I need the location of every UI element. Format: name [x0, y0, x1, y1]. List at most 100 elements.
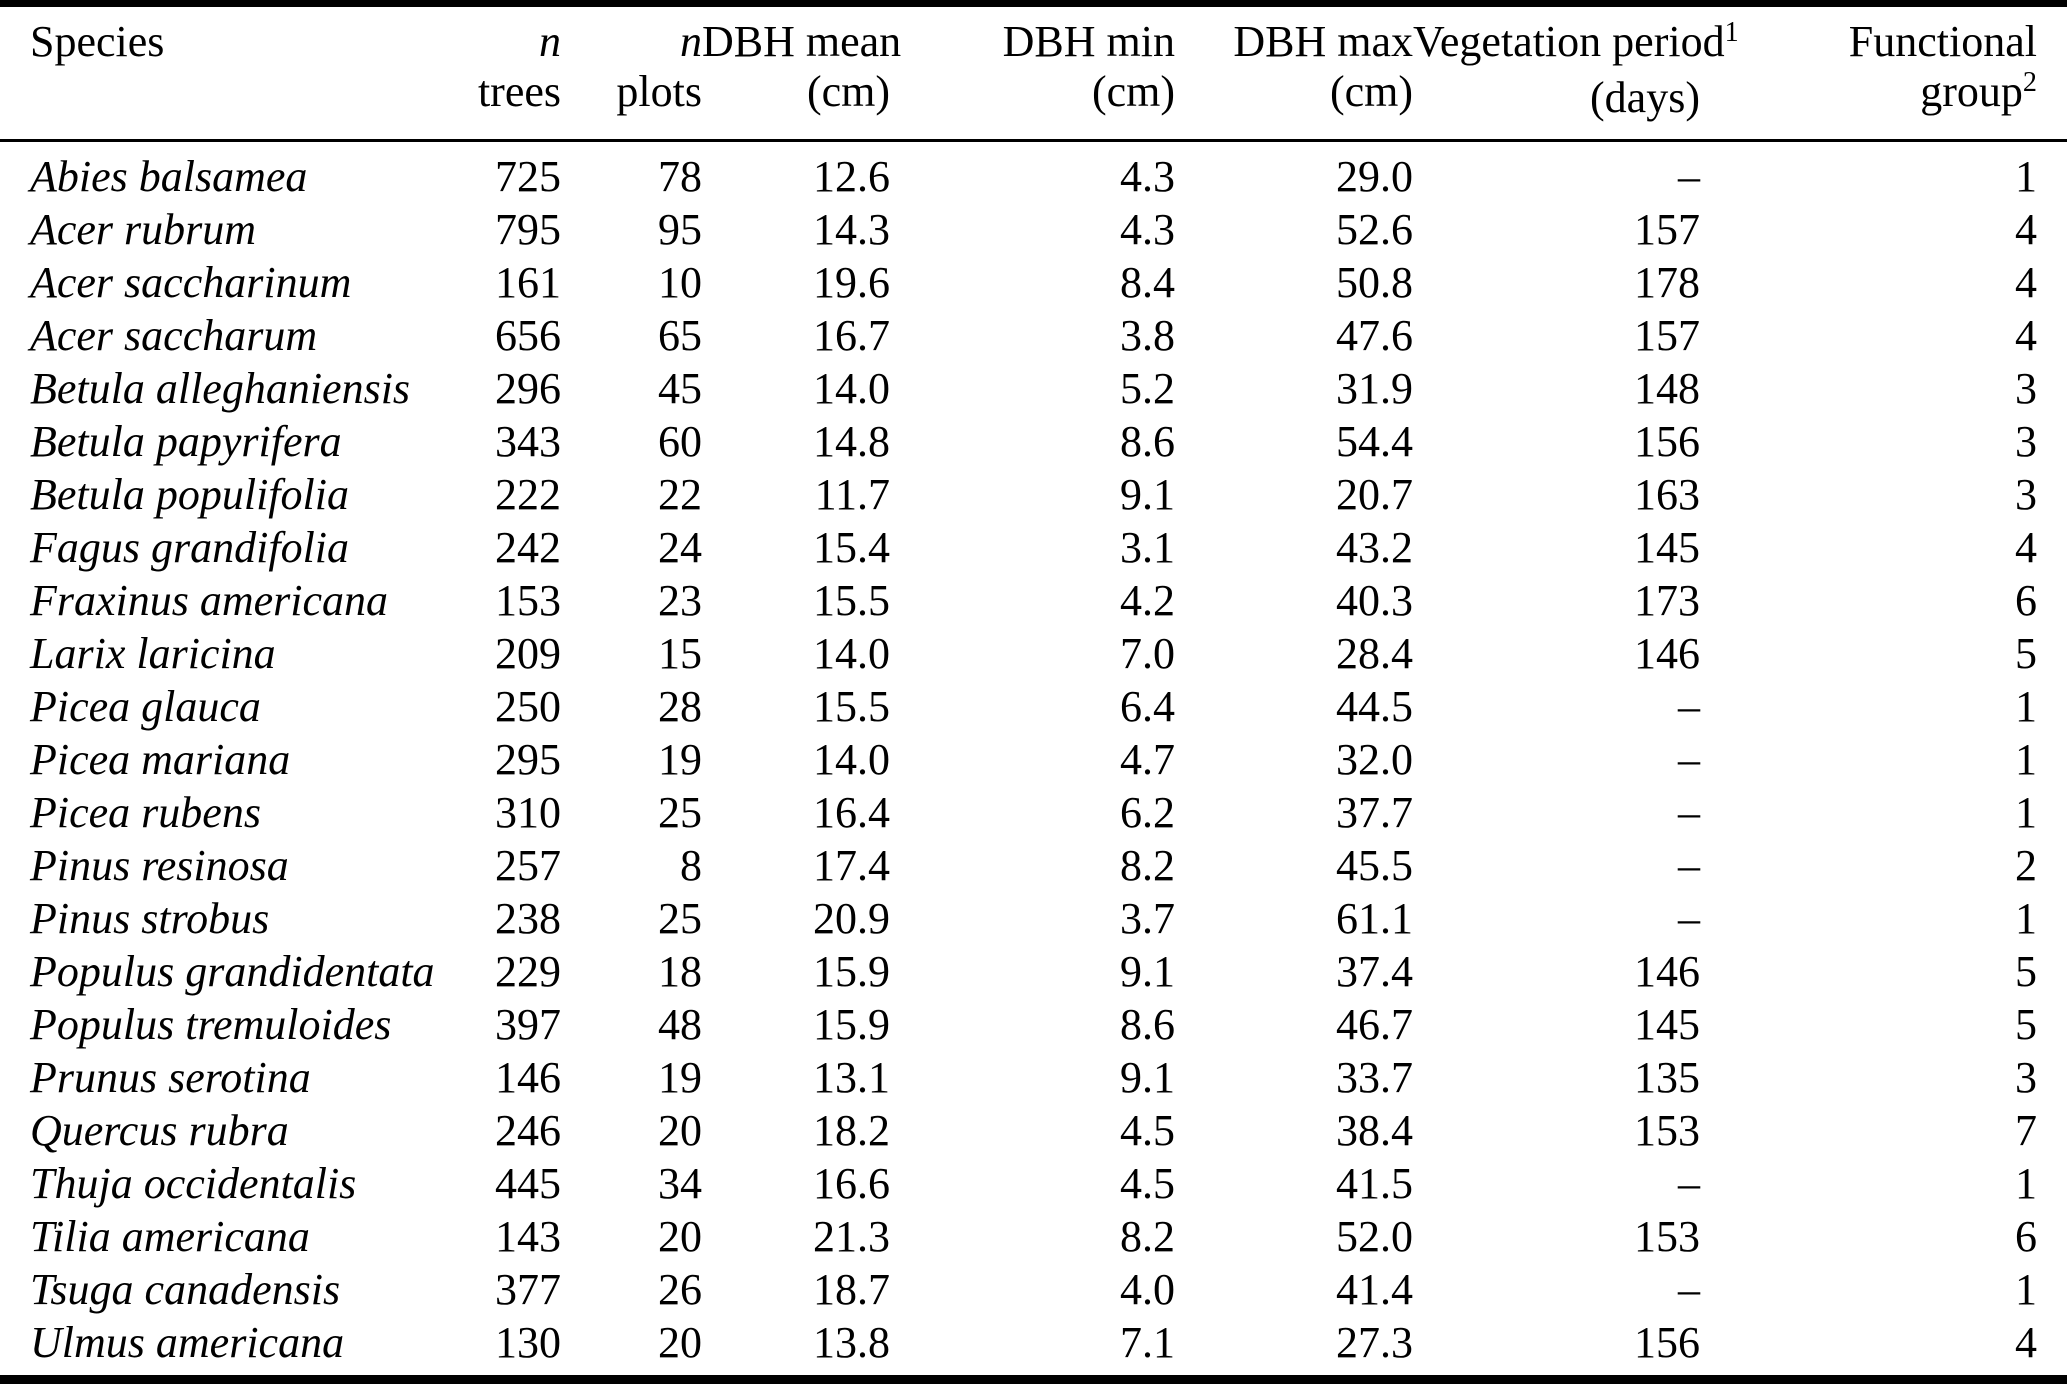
cell-func-group: 1: [2015, 1265, 2037, 1314]
cell-func-group: 4: [2015, 523, 2037, 572]
cell-n-plots: 25: [658, 894, 702, 943]
cell-veg-period: 157: [1634, 311, 1700, 360]
cell-n-plots: 34: [658, 1159, 702, 1208]
table-row: Prunus serotina 146 19 13.1 9.1 33.7 135 3: [0, 1051, 2067, 1104]
species-name: Acer rubrum: [30, 205, 257, 254]
species-name: Ulmus americana: [30, 1318, 345, 1367]
footnote-marker: 2: [2022, 66, 2037, 98]
cell-dbh-mean: 19.6: [813, 258, 890, 307]
cell-veg-period: –: [1678, 735, 1700, 784]
table-row: Acer saccharum 656 65 16.7 3.8 47.6 157 4: [0, 309, 2067, 362]
cell-func-group: 3: [2015, 364, 2037, 413]
cell-dbh-mean: 15.9: [813, 947, 890, 996]
table-row: Larix laricina 209 15 14.0 7.0 28.4 146 5: [0, 627, 2067, 680]
cell-n-trees: 296: [495, 364, 561, 413]
table-row: Fraxinus americana 153 23 15.5 4.2 40.3 173 6: [0, 574, 2067, 627]
col-header-veg-period: Vegetation period1 (days): [1413, 4, 1739, 141]
cell-dbh-min: 7.0: [1120, 629, 1175, 678]
cell-dbh-min: 8.2: [1120, 1212, 1175, 1261]
cell-dbh-min: 8.6: [1120, 417, 1175, 466]
species-name: Picea mariana: [30, 735, 291, 784]
cell-dbh-max: 52.6: [1336, 205, 1413, 254]
header-row: Species n trees n plots DBH mean (cm) DBH min (c…: [0, 4, 2067, 141]
cell-n-plots: 19: [658, 1053, 702, 1102]
col-header-n-plots: n plots: [561, 4, 702, 141]
col-header-line2: trees: [477, 67, 561, 116]
cell-veg-period: –: [1678, 682, 1700, 731]
cell-veg-period: 156: [1634, 417, 1700, 466]
col-header-line2: (days): [1590, 73, 1700, 122]
col-header-line1: Vegetation period: [1413, 17, 1725, 66]
cell-func-group: 3: [2015, 1053, 2037, 1102]
cell-veg-period: –: [1678, 1159, 1700, 1208]
cell-func-group: 6: [2015, 1212, 2037, 1261]
cell-dbh-max: 32.0: [1336, 735, 1413, 784]
species-name: Betula alleghaniensis: [30, 364, 411, 413]
cell-n-trees: 130: [495, 1318, 561, 1367]
cell-veg-period: 146: [1634, 947, 1700, 996]
cell-dbh-max: 20.7: [1336, 470, 1413, 519]
cell-n-trees: 242: [495, 523, 561, 572]
cell-n-trees: 343: [495, 417, 561, 466]
cell-func-group: 2: [2015, 841, 2037, 890]
cell-n-plots: 8: [680, 841, 702, 890]
species-name: Betula papyrifera: [30, 417, 342, 466]
cell-n-plots: 24: [658, 523, 702, 572]
cell-dbh-min: 4.2: [1120, 576, 1175, 625]
cell-n-trees: 238: [495, 894, 561, 943]
cell-dbh-min: 6.2: [1120, 788, 1175, 837]
cell-dbh-max: 61.1: [1336, 894, 1413, 943]
cell-n-plots: 28: [658, 682, 702, 731]
cell-func-group: 1: [2015, 152, 2037, 201]
cell-func-group: 3: [2015, 417, 2037, 466]
species-name: Abies balsamea: [30, 152, 308, 201]
cell-n-plots: 78: [658, 152, 702, 201]
table-row: Picea glauca 250 28 15.5 6.4 44.5 – 1: [0, 680, 2067, 733]
cell-n-plots: 20: [658, 1212, 702, 1261]
cell-func-group: 5: [2015, 629, 2037, 678]
cell-dbh-max: 27.3: [1336, 1318, 1413, 1367]
cell-dbh-max: 45.5: [1336, 841, 1413, 890]
cell-dbh-mean: 18.2: [813, 1106, 890, 1155]
cell-veg-period: 135: [1634, 1053, 1700, 1102]
species-name: Prunus serotina: [30, 1053, 311, 1102]
cell-dbh-max: 41.5: [1336, 1159, 1413, 1208]
footnote-marker: 1: [1724, 16, 1739, 48]
cell-dbh-mean: 16.7: [813, 311, 890, 360]
cell-dbh-min: 3.1: [1120, 523, 1175, 572]
cell-dbh-min: 8.2: [1120, 841, 1175, 890]
cell-func-group: 4: [2015, 205, 2037, 254]
col-header-line1: Species: [30, 17, 165, 66]
cell-dbh-min: 4.5: [1120, 1106, 1175, 1155]
cell-veg-period: 157: [1634, 205, 1700, 254]
cell-n-trees: 377: [495, 1265, 561, 1314]
cell-n-plots: 20: [658, 1318, 702, 1367]
cell-veg-period: 163: [1634, 470, 1700, 519]
species-name: Betula populifolia: [30, 470, 349, 519]
cell-dbh-min: 6.4: [1120, 682, 1175, 731]
species-name: Pinus resinosa: [30, 841, 289, 890]
cell-func-group: 4: [2015, 258, 2037, 307]
col-header-dbh-mean: DBH mean (cm): [702, 4, 901, 141]
cell-dbh-mean: 15.4: [813, 523, 890, 572]
cell-func-group: 3: [2015, 470, 2037, 519]
cell-dbh-min: 4.5: [1120, 1159, 1175, 1208]
cell-veg-period: 145: [1634, 523, 1700, 572]
cell-veg-period: 156: [1634, 1318, 1700, 1367]
table-row: Populus tremuloides 397 48 15.9 8.6 46.7 145 5: [0, 998, 2067, 1051]
cell-n-trees: 725: [495, 152, 561, 201]
col-header-line2: group: [1920, 67, 2023, 116]
cell-dbh-mean: 17.4: [813, 841, 890, 890]
cell-dbh-mean: 15.5: [813, 682, 890, 731]
species-name: Acer saccharum: [30, 311, 318, 360]
cell-n-plots: 23: [658, 576, 702, 625]
cell-dbh-mean: 14.0: [813, 629, 890, 678]
cell-n-trees: 229: [495, 947, 561, 996]
cell-dbh-min: 3.7: [1120, 894, 1175, 943]
cell-func-group: 1: [2015, 735, 2037, 784]
table-row: Quercus rubra 246 20 18.2 4.5 38.4 153 7: [0, 1104, 2067, 1157]
cell-dbh-mean: 15.5: [813, 576, 890, 625]
col-header-dbh-min: DBH min (cm): [890, 4, 1175, 141]
cell-dbh-max: 41.4: [1336, 1265, 1413, 1314]
cell-dbh-min: 5.2: [1120, 364, 1175, 413]
